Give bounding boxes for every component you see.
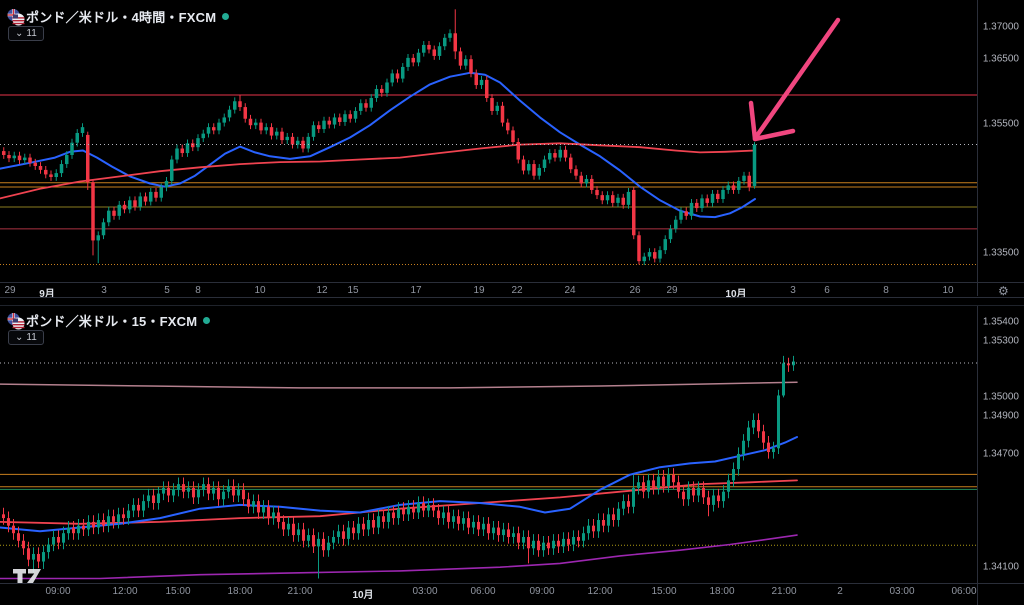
time-tick-label: 21:00	[287, 586, 313, 597]
panel1-time-axis[interactable]: 29 9月 3 5 8 10 12 15 17 19 22 24 26 29 10月 3 6 8 10	[0, 282, 1024, 300]
price-tick-label: 1.33500	[982, 247, 1019, 259]
time-tick-label: 15	[347, 285, 359, 296]
time-tick-label: 12:00	[112, 586, 138, 597]
time-tick-label: 06:00	[470, 586, 496, 597]
time-tick-label: 24	[564, 285, 576, 296]
ma-long-purple[interactable]	[0, 534, 798, 580]
time-tick-label: 3	[790, 285, 796, 296]
time-tick-label: 17	[410, 285, 422, 296]
gear-icon[interactable]: ⚙	[998, 284, 1009, 298]
panel-separator[interactable]	[0, 297, 1024, 298]
price-tick-label: 1.34100	[982, 561, 1019, 573]
price-tick-label: 1.35000	[982, 391, 1019, 403]
time-tick-label: 3	[101, 285, 107, 296]
time-tick-label: 12:00	[587, 586, 613, 597]
time-tick-label: 09:00	[45, 586, 71, 597]
price-tick-label: 1.35300	[982, 335, 1019, 347]
time-tick-label: 5	[164, 285, 170, 296]
time-tick-label: 22	[511, 285, 523, 296]
price-tick-label: 1.36500	[982, 53, 1019, 65]
ma-slow-red[interactable]	[0, 142, 756, 200]
panel1-symbol-title[interactable]: ポンド／米ドル・4時間・FXCM	[26, 10, 217, 25]
time-tick-label: 19	[473, 285, 485, 296]
price-tick-label: 1.35500	[982, 118, 1019, 130]
time-tick-label: 26	[629, 285, 641, 296]
ma-fast-blue[interactable]	[0, 436, 798, 533]
panel1-indicators-collapse-button[interactable]: ⌄ 11	[8, 26, 44, 41]
price-tick-label: 1.37000	[982, 21, 1019, 33]
price-tick-label: 1.34700	[982, 448, 1019, 460]
time-tick-label: 15:00	[165, 586, 191, 597]
time-tick-label: 29	[4, 285, 16, 296]
time-tick-label: 06:00	[951, 586, 977, 597]
ma-fast-blue[interactable]	[0, 71, 756, 219]
panel-separator[interactable]	[0, 305, 1024, 306]
time-tick-label: 9月	[39, 289, 55, 300]
chevron-down-icon: ⌄	[15, 331, 24, 343]
panel2-time-axis[interactable]: 09:00 12:00 15:00 18:00 21:00 10月 03:00 06:00 09…	[0, 583, 1024, 601]
price-tick-label: 1.35400	[982, 316, 1019, 328]
time-tick-label: 12	[316, 285, 328, 296]
panel1-indicator-count: 11	[26, 28, 37, 39]
panel1-title-bar: ポンド／米ドル・4時間・FXCM	[26, 7, 230, 26]
candles-group[interactable]	[2, 355, 795, 579]
time-tick-label: 29	[666, 285, 678, 296]
time-tick-label: 8	[195, 285, 201, 296]
candles-group[interactable]	[2, 9, 757, 266]
time-tick-label: 10月	[725, 289, 747, 300]
time-tick-label: 10月	[352, 590, 374, 601]
panel1-price-axis[interactable]: 1.370001.365001.355001.335001.359471.350…	[977, 0, 1024, 296]
market-open-dot	[222, 13, 230, 20]
annotation-arrow[interactable]	[748, 17, 841, 142]
chevron-down-icon: ⌄	[15, 27, 24, 39]
gbpusd-pair-flag-icon	[7, 8, 25, 31]
market-open-dot	[203, 317, 211, 324]
time-tick-label: 2	[837, 586, 843, 597]
time-tick-label: 21:00	[771, 586, 797, 597]
time-tick-label: 03:00	[412, 586, 438, 597]
time-tick-label: 03:00	[889, 586, 915, 597]
panel2-price-axis[interactable]: 1.35400 1.35300 1.35000 1.34900 1.34700 1.341…	[977, 306, 1024, 605]
ma-slow-red[interactable]	[0, 479, 798, 525]
time-tick-label: 8	[883, 285, 889, 296]
gbpusd-pair-flag-icon	[7, 312, 25, 335]
time-tick-label: 18:00	[709, 586, 735, 597]
panel2-indicator-count: 11	[26, 332, 37, 343]
time-tick-label: 18:00	[227, 586, 253, 597]
time-tick-label: 09:00	[529, 586, 555, 597]
time-tick-label: 10	[254, 285, 266, 296]
price-tick-label: 1.34900	[982, 410, 1019, 422]
panel2-indicators-collapse-button[interactable]: ⌄ 11	[8, 330, 44, 345]
time-tick-label: 10	[942, 285, 954, 296]
line-pink[interactable]	[0, 381, 798, 389]
panel2-symbol-title[interactable]: ポンド／米ドル・15・FXCM	[26, 314, 198, 329]
tradingview-logo	[12, 566, 46, 591]
time-tick-label: 15:00	[651, 586, 677, 597]
panel2-title-bar: ポンド／米ドル・15・FXCM	[26, 311, 211, 330]
time-tick-label: 6	[824, 285, 830, 296]
